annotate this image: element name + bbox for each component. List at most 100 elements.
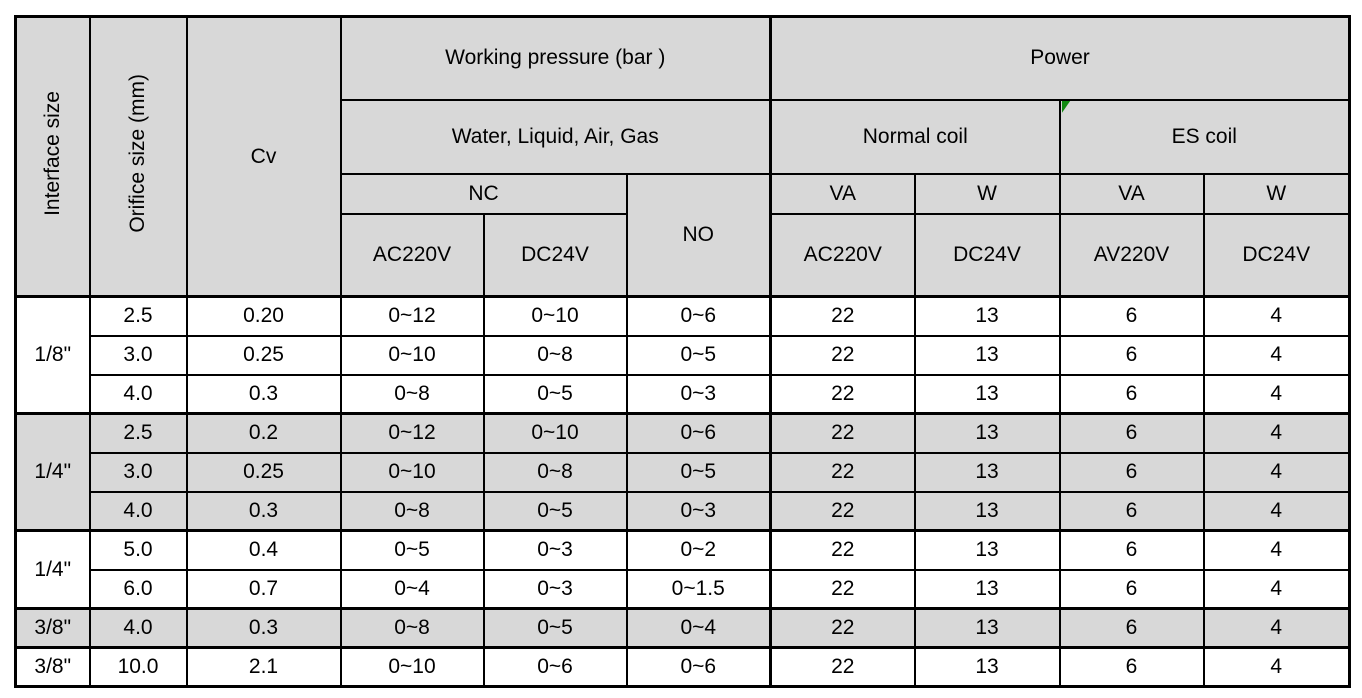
cell-orifice: 2.5 xyxy=(88,295,188,337)
cell-normal-w: 13 xyxy=(913,490,1061,532)
cell-cv: 2.1 xyxy=(185,646,342,688)
col-header-normal-dc24v: DC24V xyxy=(913,212,1061,298)
cell-es-w: 4 xyxy=(1202,295,1351,337)
col-header-nc: NC xyxy=(339,172,628,215)
cell-es-va: 6 xyxy=(1058,451,1205,493)
col-header-es-va: VA xyxy=(1058,172,1205,215)
cell-cv: 0.4 xyxy=(185,529,342,571)
interface-size-label: Interface size xyxy=(41,91,65,216)
cell-normal-w: 13 xyxy=(913,334,1061,376)
cell-nc-ac220: 0~10 xyxy=(339,334,485,376)
cell-cv: 0.3 xyxy=(185,490,342,532)
cell-nc-ac220: 0~10 xyxy=(339,646,485,688)
cell-no: 0~3 xyxy=(625,373,772,415)
cell-cv: 0.25 xyxy=(185,334,342,376)
cell-nc-dc24: 0~8 xyxy=(482,451,628,493)
col-header-power: Power xyxy=(769,15,1351,101)
col-header-es-dc24v: DC24V xyxy=(1202,212,1351,298)
cell-normal-w: 13 xyxy=(913,412,1061,454)
cell-normal-va: 22 xyxy=(769,373,916,415)
cell-es-va: 6 xyxy=(1058,373,1205,415)
cell-es-va: 6 xyxy=(1058,295,1205,337)
col-header-nc-ac220v: AC220V xyxy=(339,212,485,298)
cell-es-w: 4 xyxy=(1202,646,1351,688)
col-header-cv: Cv xyxy=(185,15,342,298)
cell-nc-dc24: 0~3 xyxy=(482,568,628,610)
col-header-nc-dc24v: DC24V xyxy=(482,212,628,298)
cell-es-va: 6 xyxy=(1058,529,1205,571)
cell-es-w: 4 xyxy=(1202,568,1351,610)
cell-nc-dc24: 0~6 xyxy=(482,646,628,688)
cell-es-w: 4 xyxy=(1202,490,1351,532)
cell-normal-w: 13 xyxy=(913,295,1061,337)
cell-cv: 0.20 xyxy=(185,295,342,337)
cell-normal-va: 22 xyxy=(769,490,916,532)
cell-cv: 0.7 xyxy=(185,568,342,610)
cell-nc-ac220: 0~8 xyxy=(339,607,485,649)
table-row: 3.0 0.25 0~10 0~8 0~5 22 13 6 4 xyxy=(16,451,1351,493)
cell-orifice: 4.0 xyxy=(88,490,188,532)
cell-no: 0~5 xyxy=(625,451,772,493)
es-coil-label: ES coil xyxy=(1171,124,1237,148)
green-corner-indicator-icon xyxy=(1061,101,1071,114)
cell-no: 0~6 xyxy=(625,412,772,454)
cell-interface-size: 3/8" xyxy=(14,646,91,688)
cell-nc-ac220: 0~8 xyxy=(339,373,485,415)
cell-interface-size: 1/4" xyxy=(14,412,91,532)
cell-es-va: 6 xyxy=(1058,568,1205,610)
cell-es-w: 4 xyxy=(1202,607,1351,649)
col-header-no: NO xyxy=(625,172,772,298)
cell-normal-w: 13 xyxy=(913,568,1061,610)
cell-normal-va: 22 xyxy=(769,295,916,337)
cell-es-va: 6 xyxy=(1058,646,1205,688)
cell-normal-w: 13 xyxy=(913,529,1061,571)
cell-cv: 0.2 xyxy=(185,412,342,454)
cell-no: 0~6 xyxy=(625,646,772,688)
cell-nc-ac220: 0~4 xyxy=(339,568,485,610)
cell-normal-w: 13 xyxy=(913,646,1061,688)
cell-no: 0~6 xyxy=(625,295,772,337)
cell-es-w: 4 xyxy=(1202,334,1351,376)
cell-es-w: 4 xyxy=(1202,373,1351,415)
cell-orifice: 6.0 xyxy=(88,568,188,610)
table-row: 1/4" 2.5 0.2 0~12 0~10 0~6 22 13 6 4 xyxy=(14,412,1351,532)
cell-es-va: 6 xyxy=(1058,412,1205,454)
cell-nc-dc24: 0~5 xyxy=(482,373,628,415)
cell-nc-dc24: 0~10 xyxy=(482,412,628,454)
cell-normal-w: 13 xyxy=(913,451,1061,493)
cell-nc-ac220: 0~12 xyxy=(339,295,485,337)
cell-nc-ac220: 0~5 xyxy=(339,529,485,571)
table-row: 4.0 0.3 0~8 0~5 0~3 22 13 6 4 xyxy=(16,490,1351,532)
cell-es-w: 4 xyxy=(1202,451,1351,493)
table-row: 3.0 0.25 0~10 0~8 0~5 22 13 6 4 xyxy=(16,334,1351,376)
cell-normal-va: 22 xyxy=(769,607,916,649)
cell-orifice: 4.0 xyxy=(88,607,188,649)
table-row: 1/4" 5.0 0.4 0~5 0~3 0~2 22 13 6 4 xyxy=(14,529,1351,610)
cell-orifice: 3.0 xyxy=(88,451,188,493)
cell-no: 0~1.5 xyxy=(625,568,772,610)
table-row: 3/8" 4.0 0.3 0~8 0~5 0~4 22 13 6 4 xyxy=(14,607,1351,649)
col-header-normal-ac220v: AC220V xyxy=(769,212,916,298)
cell-nc-ac220: 0~12 xyxy=(339,412,485,454)
cell-nc-dc24: 0~3 xyxy=(482,529,628,571)
table-row: 4.0 0.3 0~8 0~5 0~3 22 13 6 4 xyxy=(16,373,1351,415)
cell-orifice: 10.0 xyxy=(88,646,188,688)
cell-es-va: 6 xyxy=(1058,490,1205,532)
cell-orifice: 4.0 xyxy=(88,373,188,415)
cell-nc-dc24: 0~5 xyxy=(482,607,628,649)
cell-normal-va: 22 xyxy=(769,568,916,610)
col-header-es-coil: ES coil xyxy=(1058,98,1351,175)
cell-interface-size: 3/8" xyxy=(14,607,91,649)
cell-normal-va: 22 xyxy=(769,412,916,454)
cell-interface-size: 1/8" xyxy=(14,295,91,415)
cell-normal-w: 13 xyxy=(913,607,1061,649)
cell-cv: 0.3 xyxy=(185,607,342,649)
cell-normal-va: 22 xyxy=(769,529,916,571)
orifice-size-label: Orifice size (mm) xyxy=(126,74,150,233)
cell-no: 0~4 xyxy=(625,607,772,649)
col-header-media: Water, Liquid, Air, Gas xyxy=(339,98,772,175)
cell-es-w: 4 xyxy=(1202,529,1351,571)
table-row: 1/8" 2.5 0.20 0~12 0~10 0~6 22 13 6 4 xyxy=(14,295,1351,415)
cell-normal-w: 13 xyxy=(913,373,1061,415)
